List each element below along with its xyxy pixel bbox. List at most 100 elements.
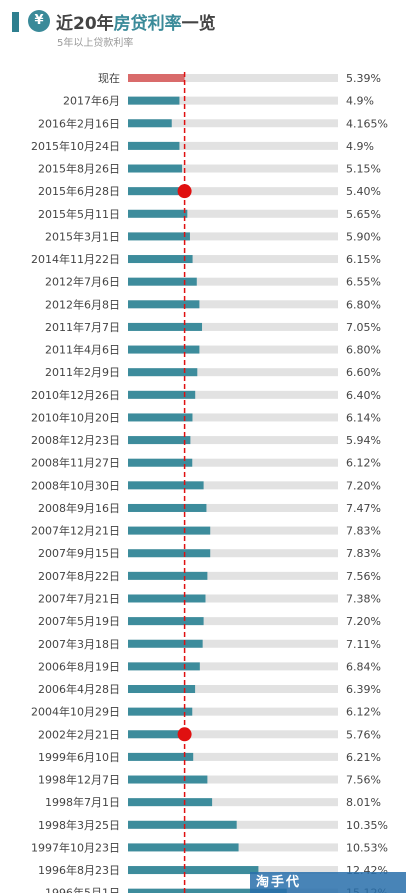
bar-track	[128, 775, 338, 784]
bar	[128, 571, 208, 580]
bar-track	[128, 639, 338, 648]
value-label: 6.60%	[346, 366, 381, 379]
category-label: 1998年7月1日	[45, 795, 120, 809]
bar-track	[128, 730, 338, 739]
category-label: 2004年10月29日	[31, 705, 120, 719]
bar	[128, 368, 198, 377]
value-label: 4.9%	[346, 140, 374, 153]
bar-track	[128, 390, 338, 399]
bar	[128, 345, 200, 354]
bar	[128, 232, 190, 241]
value-label: 8.01%	[346, 796, 381, 809]
value-label: 5.90%	[346, 230, 381, 243]
value-label: 5.76%	[346, 728, 381, 741]
header-accent-bar	[12, 12, 19, 32]
category-label: 2008年12月23日	[31, 433, 120, 447]
category-label: 2017年6月	[63, 94, 120, 108]
category-label: 1996年5月1日	[45, 886, 120, 893]
category-label: 2008年10月30日	[31, 478, 120, 492]
bar-track	[128, 436, 338, 445]
bar	[128, 74, 185, 82]
bar	[128, 436, 191, 445]
value-label: 7.56%	[346, 774, 381, 787]
value-label: 7.20%	[346, 615, 381, 628]
value-label: 6.55%	[346, 276, 381, 289]
bar-track	[128, 209, 338, 218]
value-label: 10.35%	[346, 819, 388, 832]
highlight-marker	[177, 184, 192, 199]
value-label: 6.21%	[346, 751, 381, 764]
category-label: 1999年6月10日	[38, 750, 120, 764]
bar-track	[128, 368, 338, 377]
category-label: 2011年7月7日	[45, 320, 120, 334]
bar-track	[128, 752, 338, 761]
bar	[128, 866, 259, 875]
bar	[128, 798, 213, 807]
bar-track	[128, 526, 338, 535]
value-label: 5.39%	[346, 72, 381, 85]
bar	[128, 707, 193, 716]
category-label: 2008年11月27日	[31, 456, 120, 470]
bar-track	[128, 187, 338, 196]
value-label: 7.83%	[346, 525, 381, 538]
bar-track	[128, 322, 338, 331]
value-label: 10.53%	[346, 841, 388, 854]
category-label: 2012年6月8日	[45, 297, 120, 311]
bar-track	[128, 255, 338, 264]
bar-track	[128, 458, 338, 467]
value-label: 6.84%	[346, 660, 381, 673]
category-label: 2015年3月1日	[45, 229, 120, 243]
category-label: 1998年3月25日	[38, 818, 120, 832]
bar	[128, 187, 185, 196]
bar-track	[128, 164, 338, 173]
category-label: 2007年12月21日	[31, 524, 120, 538]
value-label: 7.83%	[346, 547, 381, 560]
value-label: 5.65%	[346, 208, 381, 221]
bar	[128, 503, 207, 512]
bar	[128, 277, 197, 286]
bar-track	[128, 119, 338, 128]
value-label: 7.47%	[346, 502, 381, 515]
category-label: 2007年8月22日	[38, 569, 120, 583]
bar-track	[128, 96, 338, 105]
bar	[128, 390, 196, 399]
value-label: 6.80%	[346, 344, 381, 357]
chart-subtitle: 5年以上贷款利率	[57, 38, 134, 49]
highlight-marker	[177, 727, 192, 742]
bar	[128, 141, 180, 150]
value-label: 4.165%	[346, 117, 388, 130]
bar-track	[128, 481, 338, 490]
bar-track	[128, 662, 338, 671]
bar-track	[128, 413, 338, 422]
category-label: 2002年2月21日	[38, 727, 120, 741]
bar	[128, 300, 200, 309]
category-label: 2015年10月24日	[31, 139, 120, 153]
bar	[128, 594, 206, 603]
bar-track	[128, 594, 338, 603]
watermark: 淘手代	[250, 872, 406, 893]
bar	[128, 164, 183, 173]
bar	[128, 549, 211, 558]
value-label: 6.40%	[346, 389, 381, 402]
bar	[128, 413, 193, 422]
bar	[128, 888, 287, 893]
category-label: 2007年3月18日	[38, 637, 120, 651]
category-label: 2015年5月11日	[38, 207, 120, 221]
value-label: 6.14%	[346, 411, 381, 424]
category-label: 2007年9月15日	[38, 546, 120, 560]
bar	[128, 775, 208, 784]
bar	[128, 96, 180, 105]
bar-track	[128, 707, 338, 716]
bar-track	[128, 685, 338, 694]
category-label: 2014年11月22日	[31, 252, 120, 266]
category-label: 2007年7月21日	[38, 591, 120, 605]
value-label: 7.38%	[346, 592, 381, 605]
bar	[128, 481, 204, 490]
bar	[128, 526, 211, 535]
bar-track	[128, 141, 338, 150]
bar	[128, 752, 194, 761]
value-label: 7.11%	[346, 638, 381, 651]
value-label: 5.94%	[346, 434, 381, 447]
category-label: 1998年12月7日	[38, 773, 120, 787]
